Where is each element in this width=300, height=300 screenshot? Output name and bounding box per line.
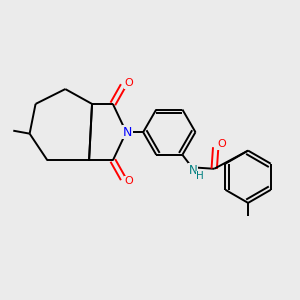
- Text: O: O: [124, 78, 133, 88]
- Text: O: O: [124, 176, 133, 186]
- Text: N: N: [123, 126, 132, 139]
- Text: O: O: [218, 140, 226, 149]
- Text: N: N: [189, 164, 198, 177]
- Text: H: H: [196, 171, 204, 181]
